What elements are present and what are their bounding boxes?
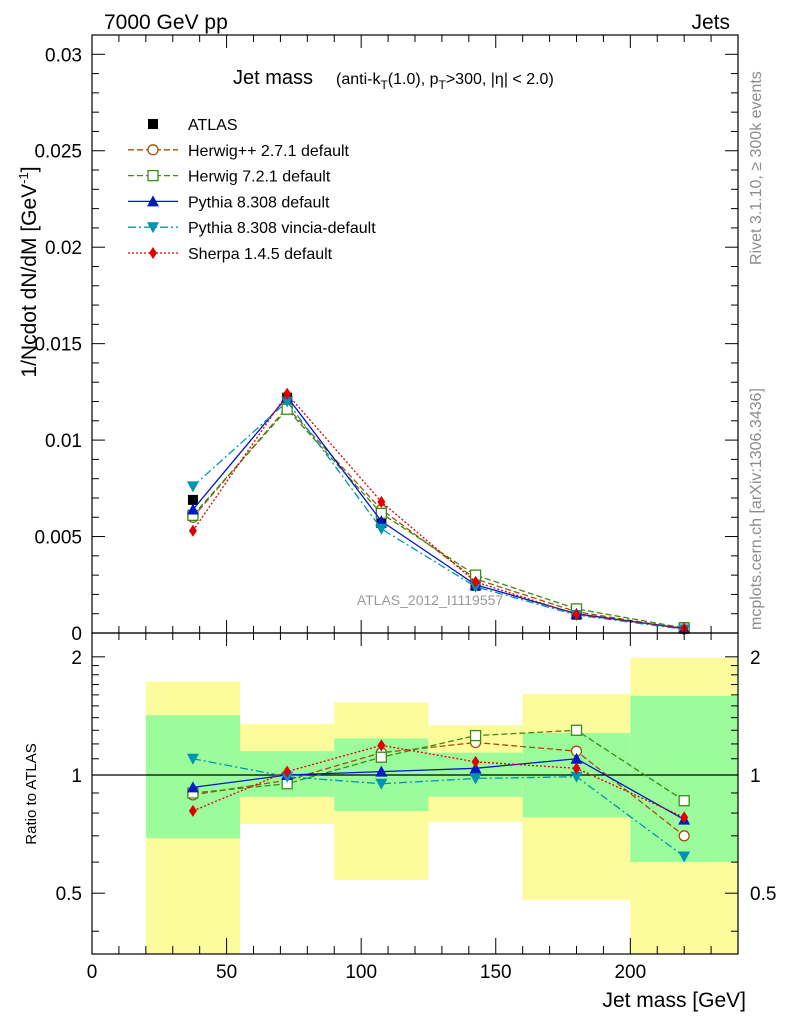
main-y-tick-label: 0.03 (45, 45, 82, 66)
main-panel: ATLAS_2012_I1119557 0.0050.010.0150.020.… (16, 34, 739, 645)
ratio-point-sherpa (572, 762, 581, 775)
ratio-series-herwig7 (187, 724, 690, 807)
main-point-sherpa (377, 495, 386, 508)
main-point-vincia (375, 523, 388, 535)
legend-marker-pythia (147, 195, 159, 207)
ratio-y-tick-label: 2 (71, 648, 82, 669)
main-point-sherpa (471, 575, 480, 588)
ratio-point-sherpa (471, 755, 480, 768)
legend-entry-sherpa: Sherpa 1.4.5 default (128, 246, 333, 263)
main-line-vincia (192, 400, 685, 630)
main-point-sherpa (188, 524, 197, 537)
ratio-point-vincia (186, 753, 199, 765)
plot-title-detail: (anti-kT(1.0), pT>300, |η| < 2.0) (336, 71, 554, 92)
ratio-point-pythia (186, 781, 199, 793)
plot-title-main: Jet mass (233, 67, 313, 89)
main-y-tick-label: 0.01 (45, 431, 82, 452)
ratio-band-inner (145, 715, 241, 839)
main-y-axis-label: 1/Ncdot dN/dM [GeV-1] (16, 166, 41, 377)
legend-marker-sherpa (149, 247, 157, 259)
main-point-atlas (187, 494, 198, 505)
ratio-x-tick-label: 0 (87, 962, 98, 983)
ratio-line-pythia (192, 758, 685, 821)
legend-entry-atlas: ATLAS (148, 117, 238, 134)
main-point-sherpa (572, 608, 581, 621)
legend-entry-herwig7: Herwig 7.2.1 default (128, 169, 331, 186)
main-series-sherpa (188, 387, 689, 635)
legend-marker-atlas (148, 119, 158, 129)
mcplots-reference-label: mcplots.cern.ch [arXiv:1306.3436] (748, 388, 765, 630)
legend-label-herwig7: Herwig 7.2.1 default (188, 169, 331, 186)
legend-label-vincia: Pythia 8.308 vincia-default (188, 220, 376, 237)
ratio-panel: 0.5 0.5 1 1 2 2 0 50 100 150 200 Ratio to ATLAS Je… (23, 632, 776, 1012)
ratio-point-herwigpp (678, 830, 690, 842)
legend-marker-vincia (147, 222, 159, 234)
main-y-tick-label: 0.025 (34, 142, 82, 163)
ratio-point-vincia (375, 778, 388, 790)
main-y-tick-label: 0.015 (34, 335, 82, 356)
legend-entry-herwigpp: Herwig++ 2.7.1 default (128, 143, 350, 160)
main-y-axis: 0.005 0.01 0.015 0.02 0.025 0.03 0 (34, 35, 739, 645)
ratio-series-layer (186, 724, 691, 863)
main-line-sherpa (192, 392, 685, 630)
ratio-uncertainty-bands (145, 657, 738, 954)
ratio-x-tick-label: 50 (216, 962, 237, 983)
header-process-label: 7000 GeV pp (104, 11, 228, 34)
legend-label-herwigpp: Herwig++ 2.7.1 default (188, 143, 350, 160)
main-y-tick-label: 0.02 (45, 238, 82, 259)
ratio-point-pythia (375, 765, 388, 777)
header-category-label: Jets (691, 11, 730, 34)
ratio-point-pythia (570, 752, 583, 764)
legend-label-atlas: ATLAS (188, 117, 238, 134)
legend-marker-herwig7 (147, 169, 159, 182)
ratio-point-sherpa (377, 739, 386, 752)
main-line-herwig7 (192, 408, 685, 629)
ratio-point-herwig7 (469, 729, 482, 742)
ratio-point-sherpa (680, 811, 689, 824)
ratio-y-axis-label: Ratio to ATLAS (23, 743, 40, 844)
x-axis-label: Jet mass [GeV] (602, 989, 746, 1012)
ratio-point-sherpa (283, 765, 292, 778)
ratio-series-sherpa (188, 739, 689, 824)
ratio-y-tick-label-right: 1 (750, 766, 761, 787)
legend-label-pythia: Pythia 8.308 default (188, 194, 330, 211)
ratio-line-sherpa (192, 744, 685, 818)
main-point-pythia (186, 503, 199, 515)
ratio-x-tick-label: 150 (480, 962, 512, 983)
main-point-vincia (186, 481, 199, 493)
main-point-sherpa (283, 387, 292, 400)
analysis-watermark: ATLAS_2012_I1119557 (357, 592, 504, 608)
rivet-version-label: Rivet 3.1.10, ≥ 300k events (748, 71, 765, 265)
ratio-point-vincia (469, 773, 482, 785)
main-y-tick-label: 0.005 (34, 528, 82, 549)
ratio-point-herwig7 (375, 751, 388, 763)
legend: ATLAS Herwig++ 2.7.1 default Herwig 7.2.1 … (128, 117, 376, 263)
ratio-x-tick-label: 200 (614, 962, 646, 983)
ratio-x-tick-label: 100 (345, 962, 377, 983)
ratio-point-vincia (570, 771, 583, 783)
main-y-tick-label-zero: 0 (71, 624, 82, 645)
ratio-y-tick-label-right: 2 (750, 648, 761, 669)
ratio-point-herwig7 (570, 724, 583, 736)
ratio-y-tick-label: 1 (71, 766, 82, 787)
ratio-y-tick-label: 0.5 (56, 884, 82, 905)
plot-title: Jet mass (anti-kT(1.0), pT>300, |η| < 2.… (233, 67, 554, 92)
ratio-axes: 0.5 0.5 1 1 2 2 0 50 100 150 200 (56, 633, 776, 983)
legend-entry-pythia: Pythia 8.308 default (128, 194, 330, 211)
ratio-point-vincia (678, 851, 691, 863)
ratio-point-sherpa (188, 804, 197, 817)
legend-label-sherpa: Sherpa 1.4.5 default (188, 246, 333, 263)
legend-entry-vincia: Pythia 8.308 vincia-default (128, 220, 376, 237)
ratio-point-herwig7 (678, 795, 690, 807)
legend-marker-herwigpp (147, 144, 159, 156)
ratio-y-tick-label-right: 0.5 (750, 884, 776, 905)
main-point-pythia (375, 515, 388, 527)
